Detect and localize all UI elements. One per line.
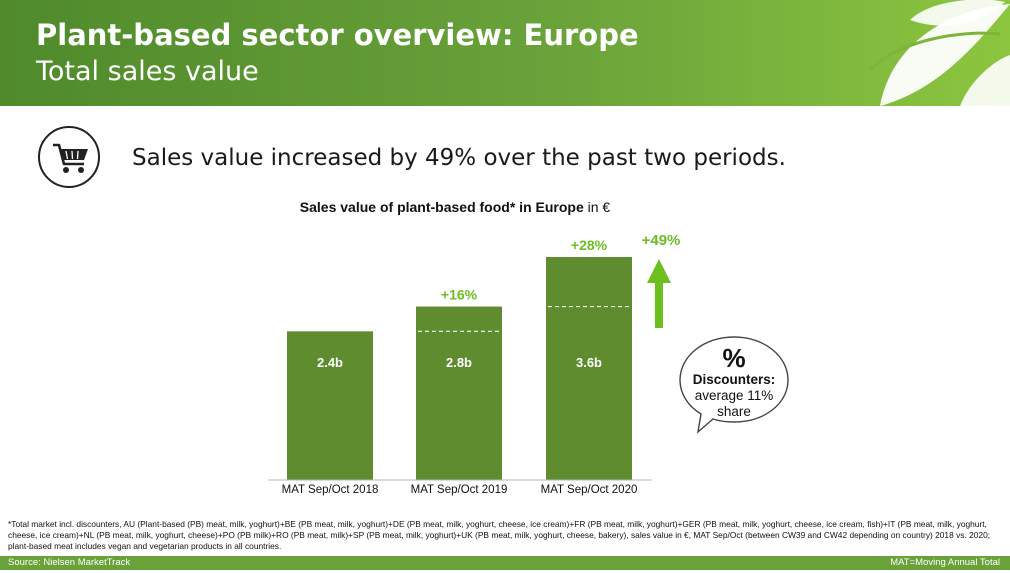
bar-value-label-2: 2.8b: [446, 355, 472, 370]
headline-text: Sales value increased by 49% over the pa…: [132, 145, 786, 171]
category-label-3: MAT Sep/Oct 2020: [541, 484, 638, 496]
category-label-2: MAT Sep/Oct 2019: [411, 484, 508, 496]
discounters-line1: average 11%: [694, 388, 774, 403]
bar-1: [287, 331, 373, 480]
source-bar: Source: Nielsen MarketTrack MAT=Moving A…: [0, 556, 1010, 570]
shopping-cart-icon: [38, 126, 100, 188]
chart-title-main: Sales value of plant-based food* in Euro…: [299, 199, 584, 215]
arrow-up-icon: [647, 259, 671, 283]
category-label-1: MAT Sep/Oct 2018: [282, 484, 379, 496]
header-banner: Plant-based sector overview: Europe Tota…: [0, 0, 1010, 106]
bar-value-label-1: 2.4b: [317, 355, 343, 370]
speech-bubble-icon: [679, 336, 789, 434]
bar-2: [416, 306, 502, 480]
chart-title-unit: in €: [587, 199, 611, 215]
discounters-heading: Discounters:: [692, 372, 776, 387]
mat-definition: MAT=Moving Annual Total: [890, 557, 1000, 568]
bar-3: [546, 257, 632, 480]
footnote: *Total market incl. discounters, AU (Pla…: [8, 519, 991, 551]
page-title: Plant-based sector overview: Europe: [36, 18, 639, 52]
leaves-decoration-icon: [868, 0, 1010, 106]
percent-symbol: %: [722, 343, 746, 373]
chart-title: Sales value of plant-based food* in Euro…: [0, 199, 910, 215]
bar-value-label-3: 3.6b: [576, 355, 602, 370]
total-growth-label: +49%: [642, 232, 681, 249]
growth-label-2: +16%: [441, 287, 478, 303]
growth-label-3: +28%: [571, 237, 608, 253]
discounters-line2: share: [717, 404, 751, 419]
discounters-callout: % Discounters: average 11% share: [684, 344, 784, 420]
page-subtitle: Total sales value: [36, 56, 259, 87]
arrow-up-icon-shaft: [655, 282, 663, 328]
source-text: Source: Nielsen MarketTrack: [8, 557, 131, 568]
